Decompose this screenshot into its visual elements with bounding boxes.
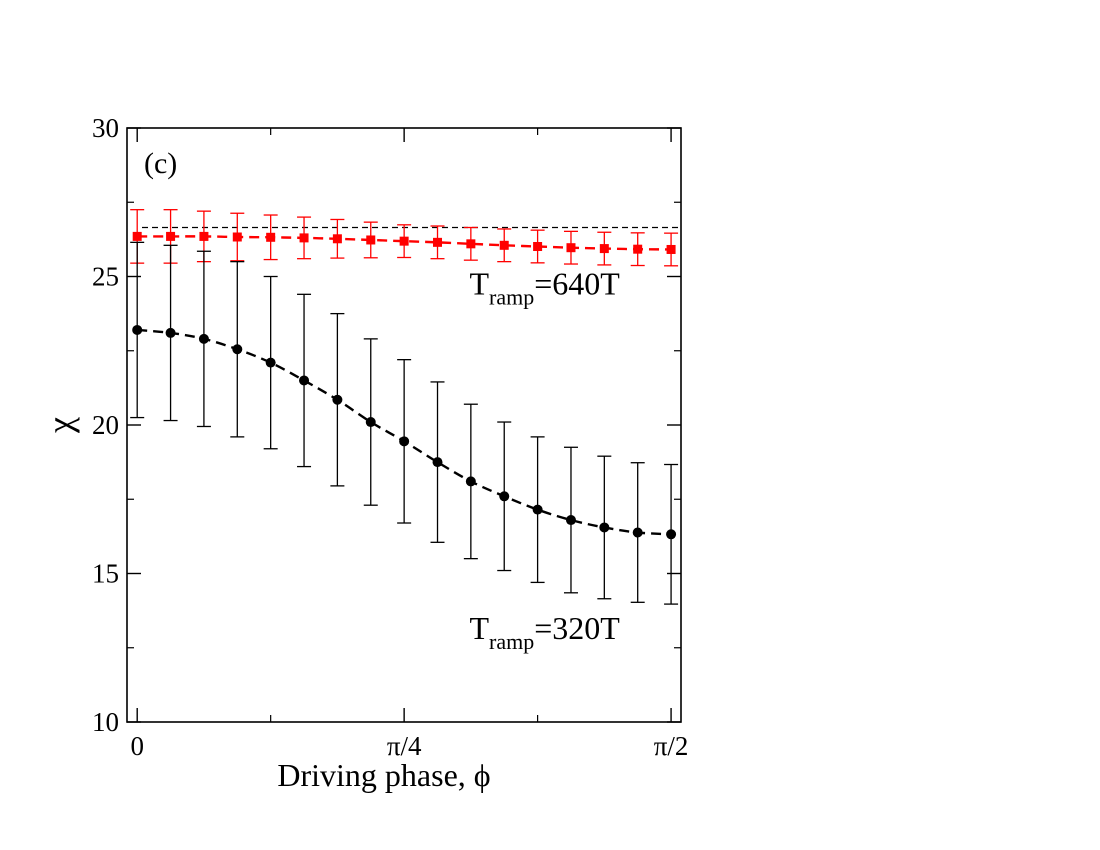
data-point-320	[632, 527, 643, 538]
series-label-640: Tramp=640T	[469, 265, 620, 309]
data-point-320	[432, 457, 443, 468]
data-point-320	[532, 504, 543, 515]
data-point-640	[266, 232, 276, 242]
data-point-640	[533, 242, 543, 252]
data-point-640	[399, 236, 409, 246]
y-tick-label: 30	[92, 113, 119, 143]
data-point-320	[666, 529, 677, 540]
data-point-640	[232, 232, 242, 242]
data-point-640	[666, 244, 676, 254]
data-point-640	[499, 240, 509, 250]
data-point-320	[132, 324, 143, 335]
series-label-640-main: T	[469, 265, 489, 301]
series-label-640-sub: ramp	[489, 284, 534, 309]
y-axis-title: χ	[40, 417, 80, 434]
data-point-640	[433, 237, 443, 247]
series-label-640-tail: =640T	[534, 265, 620, 301]
data-point-320	[165, 327, 176, 338]
data-point-320	[499, 491, 510, 502]
data-point-320	[198, 333, 209, 344]
y-tick-label: 15	[92, 559, 119, 589]
data-layer	[130, 209, 681, 605]
series-label-320: Tramp=320T	[469, 610, 620, 654]
data-point-640	[132, 231, 142, 241]
data-point-640	[299, 233, 309, 243]
data-point-640	[599, 244, 609, 254]
data-point-640	[166, 231, 176, 241]
y-tick-label: 10	[92, 707, 119, 737]
panel-label: (c)	[144, 147, 177, 180]
data-point-640	[332, 234, 342, 244]
series-label-320-main: T	[469, 610, 489, 646]
data-point-640	[466, 239, 476, 249]
data-point-320	[332, 394, 343, 405]
plot-frame	[126, 127, 682, 723]
data-point-640	[366, 235, 376, 245]
data-point-320	[399, 436, 410, 447]
x-tick-label: π/4	[387, 731, 422, 761]
data-point-320	[465, 476, 476, 487]
data-point-320	[599, 522, 610, 533]
data-point-640	[566, 243, 576, 253]
series-label-320-tail: =320T	[534, 610, 620, 646]
data-point-320	[565, 515, 576, 526]
data-point-640	[633, 244, 643, 254]
y-tick-label: 25	[92, 262, 119, 292]
y-tick-label: 20	[92, 410, 119, 440]
data-point-320	[299, 375, 310, 386]
data-point-640	[199, 231, 209, 241]
series-label-320-sub: ramp	[489, 629, 534, 654]
data-point-320	[365, 417, 376, 428]
data-point-320	[232, 344, 243, 355]
x-axis-title: Driving phase, ϕ	[277, 757, 490, 793]
data-point-320	[265, 357, 276, 368]
x-tick-label: π/2	[654, 731, 689, 761]
x-tick-label: 0	[130, 731, 144, 761]
ticks-layer: 10 15 20 25 30 0 π/4 π/2	[92, 113, 688, 761]
